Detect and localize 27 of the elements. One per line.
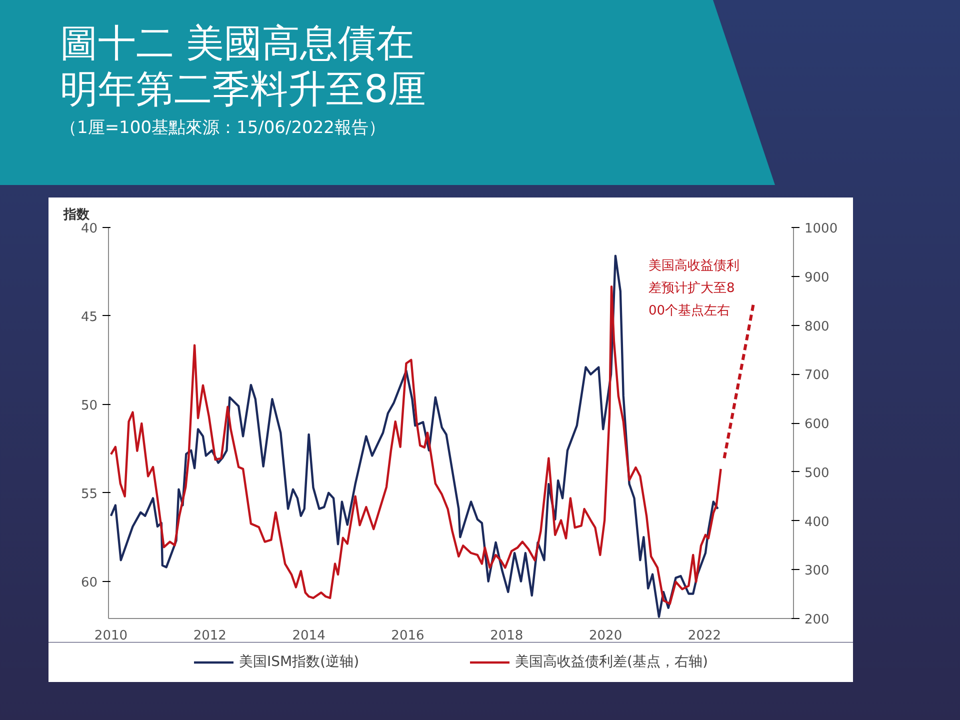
y2-tick-label: 700: [804, 368, 830, 384]
y2-tick-label: 600: [804, 417, 830, 432]
y-tick-label: 45: [80, 310, 98, 325]
y2-tick-label: 500: [804, 466, 830, 481]
x-tick-label: 2020: [589, 628, 622, 644]
y-tick-label: 40: [80, 222, 98, 236]
chart-subtitle: （1厘=100基點來源：15/06/2022報告）: [60, 117, 386, 140]
chart-title: 圖十二 美國高息債在明年第二季料升至8厘: [60, 20, 428, 112]
x-tick-label: 2018: [490, 628, 524, 644]
x-tick-label: 2010: [94, 628, 128, 644]
annotation: 美国高收益债利差预计扩大至800个基点左右: [648, 258, 740, 318]
x-tick-label: 2022: [688, 628, 722, 644]
y2-tick-label: 900: [804, 270, 830, 286]
y2-tick-label: 1000: [804, 222, 838, 236]
y2-tick-label: 300: [804, 564, 830, 579]
y-tick-label: 55: [80, 486, 98, 502]
y-tick-label: 60: [80, 575, 98, 590]
y-axis-title: 指数: [62, 208, 90, 222]
legend-label: 美国ISM指数(逆轴): [239, 653, 360, 671]
legend-label: 美国高收益债利差(基点，右轴): [515, 653, 708, 671]
y2-tick-label: 200: [804, 612, 830, 628]
y2-tick-label: 800: [804, 319, 830, 334]
x-tick-label: 2012: [193, 628, 226, 644]
x-tick-label: 2014: [292, 628, 326, 644]
y2-tick-label: 400: [804, 514, 830, 530]
y-tick-label: 50: [80, 398, 98, 414]
x-tick-label: 2016: [391, 628, 424, 644]
